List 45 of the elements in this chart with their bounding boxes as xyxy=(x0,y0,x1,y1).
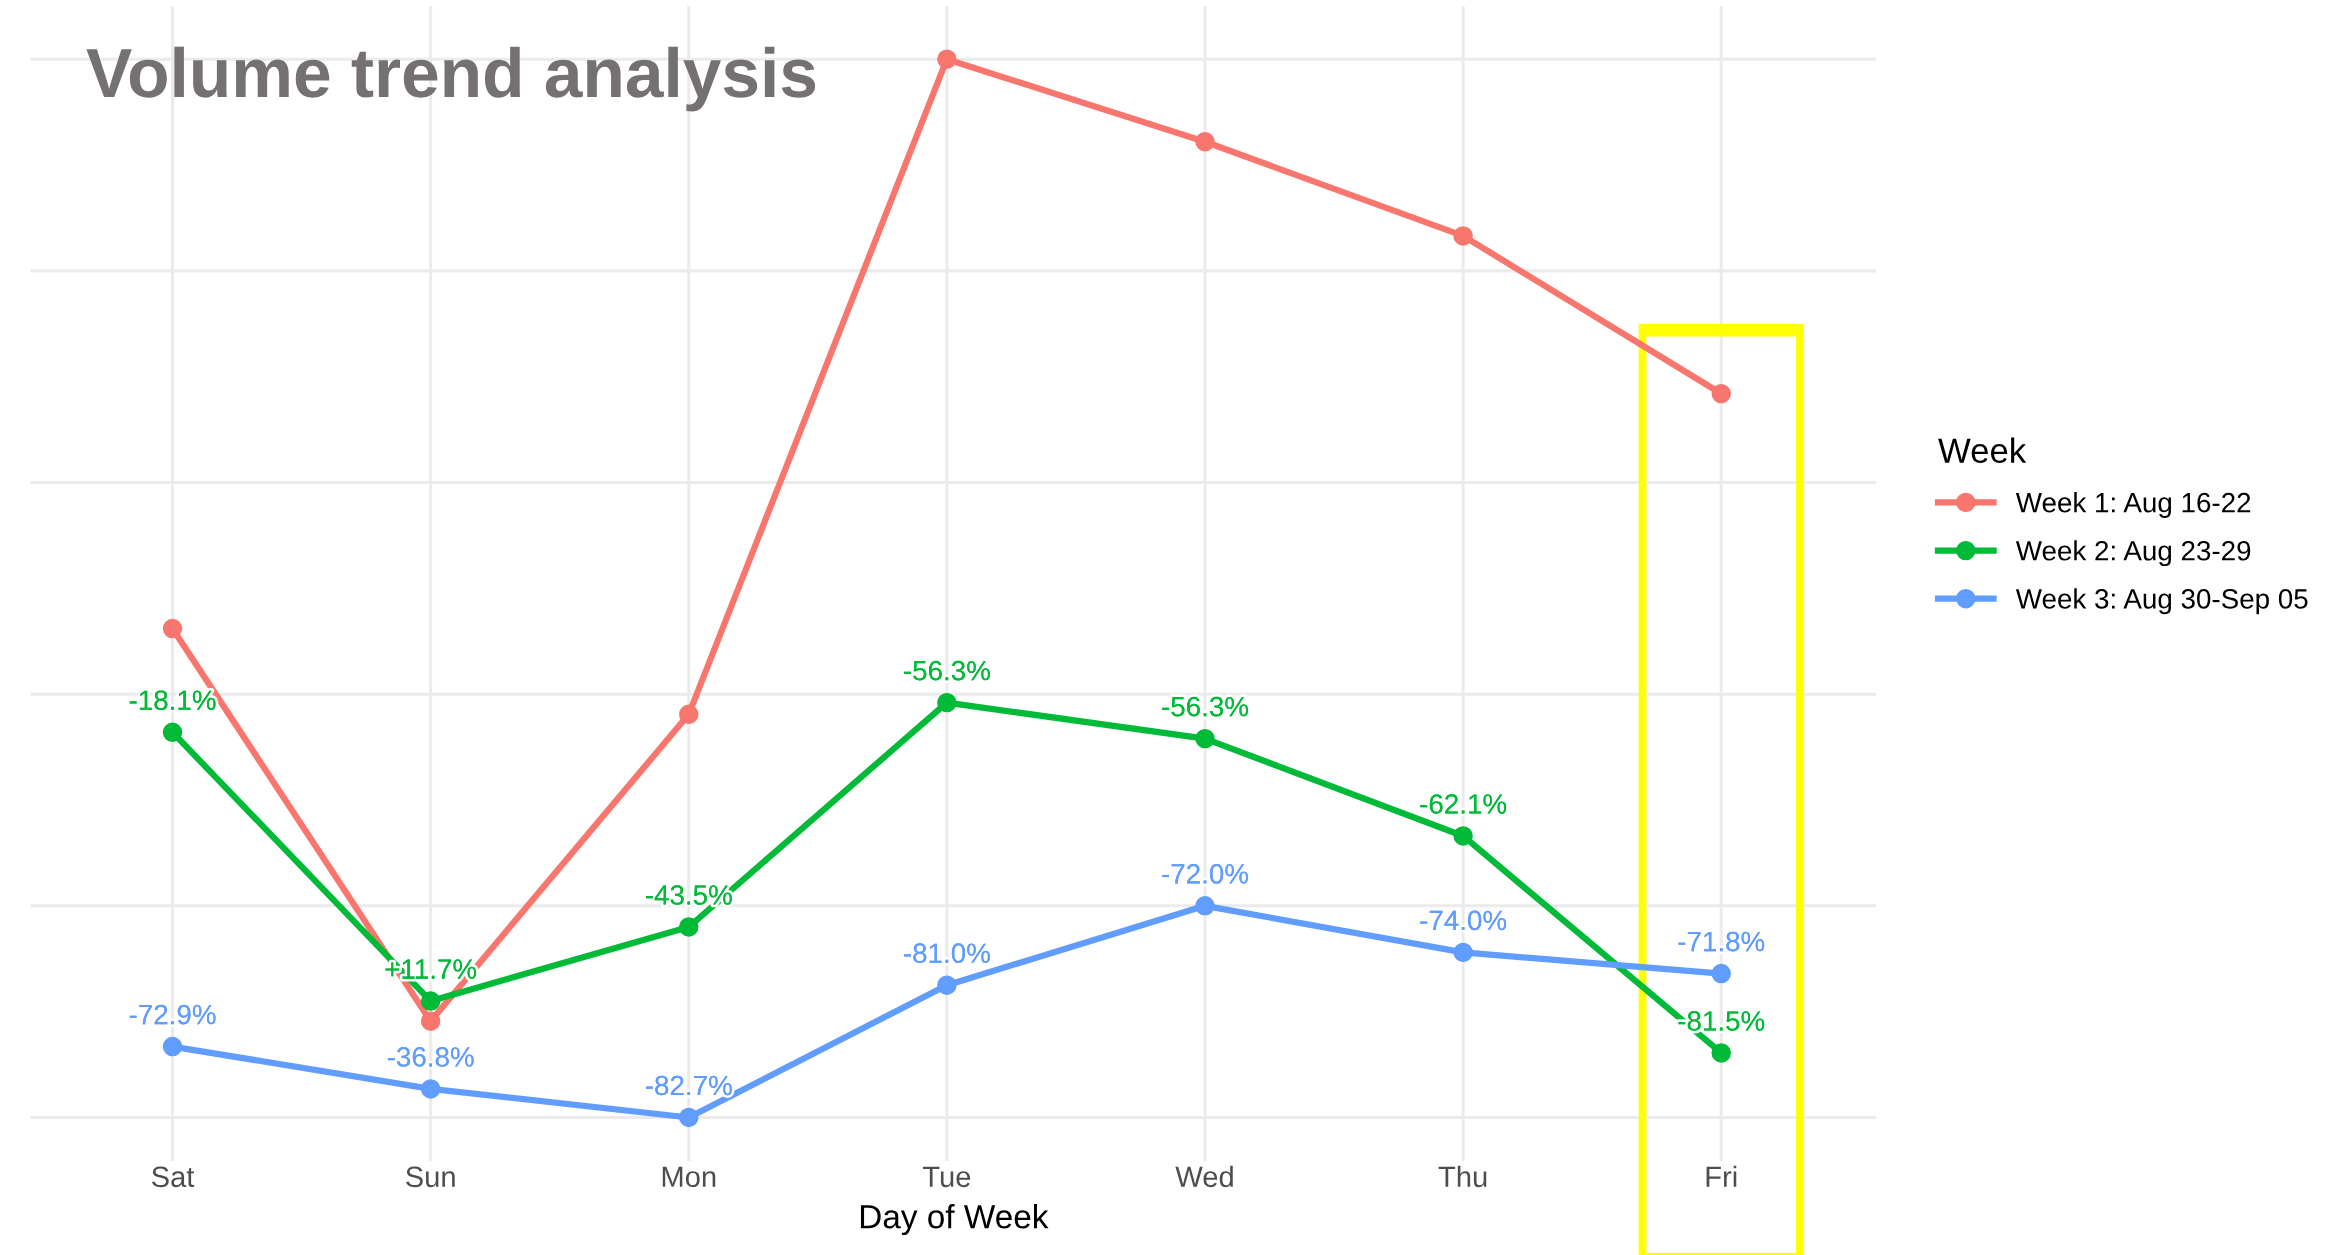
x-tick-label: Sat xyxy=(151,1166,195,1188)
legend-label: Week 1: Aug 16-22 xyxy=(2015,492,2251,518)
point xyxy=(1453,942,1473,963)
legend-label: Week 3: Aug 30-Sep 05 xyxy=(2015,588,2308,615)
annotation: -56.3% xyxy=(904,660,990,681)
point xyxy=(1711,383,1731,404)
point xyxy=(937,692,957,713)
point xyxy=(937,975,957,995)
point xyxy=(1195,896,1215,916)
annotation: -71.8% xyxy=(1678,931,1765,952)
point xyxy=(162,618,183,639)
annotation: -74.0% xyxy=(1420,910,1507,931)
point xyxy=(1453,826,1473,846)
x-axis-title: Day of Week xyxy=(860,1204,1049,1236)
point xyxy=(679,917,699,937)
point xyxy=(420,1079,441,1099)
annotation: -62.1% xyxy=(1420,794,1507,814)
x-tick-label: Tue xyxy=(922,1166,971,1188)
x-tick-label: Thu xyxy=(1438,1165,1487,1188)
legend-label: Week 2: Aug 23-29 xyxy=(2015,540,2251,567)
legend-title: Week xyxy=(1938,437,2027,463)
point xyxy=(420,991,441,1011)
x-tick-label: Sun xyxy=(406,1166,455,1188)
point xyxy=(420,1011,441,1031)
point xyxy=(1195,728,1215,749)
point xyxy=(1453,226,1473,246)
point xyxy=(679,1107,699,1128)
point xyxy=(1711,1043,1731,1063)
x-tick-label: Mon xyxy=(662,1166,716,1188)
annotation: -72.0% xyxy=(1162,864,1249,884)
chart-title: Volume trend analysis xyxy=(86,46,816,112)
point xyxy=(162,722,183,742)
point xyxy=(1711,963,1731,984)
annotation: -72.9% xyxy=(129,1004,216,1025)
annotation: -81.0% xyxy=(904,943,990,964)
point xyxy=(679,704,699,724)
annotation: -56.3% xyxy=(1162,696,1249,717)
point xyxy=(937,49,957,69)
annotation: -18.1% xyxy=(129,690,216,711)
point xyxy=(1195,132,1215,152)
annotation: -82.7% xyxy=(645,1075,732,1096)
x-tick-label: Wed xyxy=(1175,1165,1233,1188)
x-tick-label: Fri xyxy=(1706,1165,1737,1187)
point xyxy=(162,1036,183,1057)
annotation: -36.8% xyxy=(387,1047,474,1067)
